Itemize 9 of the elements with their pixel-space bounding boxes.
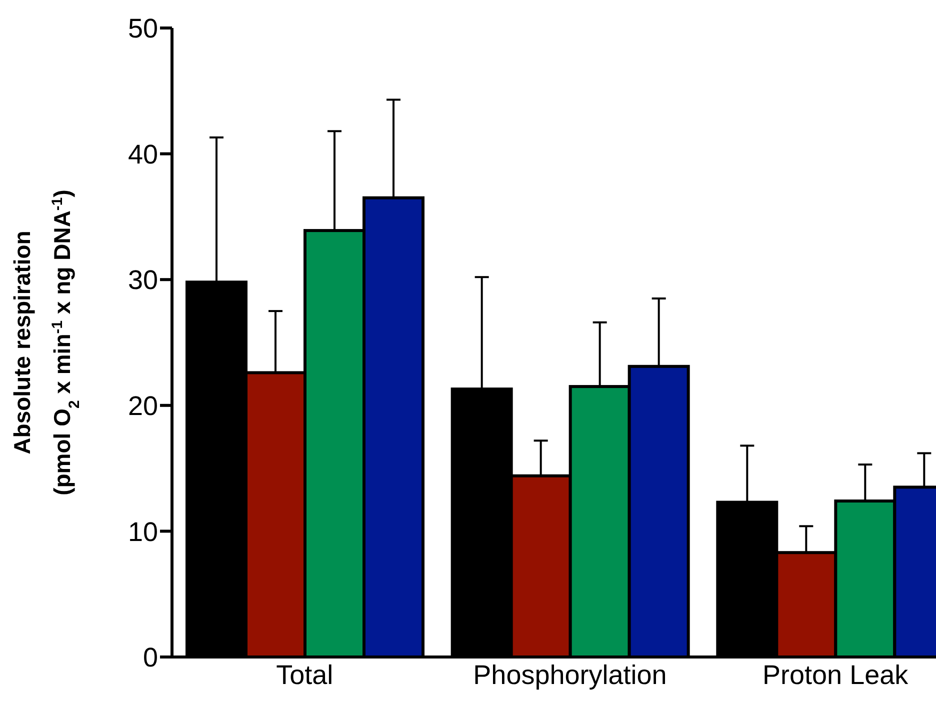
y-tick-label: 50: [128, 14, 158, 44]
y-tick-label: 10: [128, 516, 158, 547]
x-tick-label: Total: [276, 660, 334, 690]
x-tick-label: Phosphorylation: [473, 660, 667, 690]
y-tick-label: 30: [128, 265, 158, 296]
y-tick-label: 40: [128, 139, 158, 170]
y-tick-label: 0: [142, 642, 158, 673]
x-tick-label: Proton Leak: [762, 660, 909, 690]
y-tick-label: 20: [128, 390, 158, 421]
